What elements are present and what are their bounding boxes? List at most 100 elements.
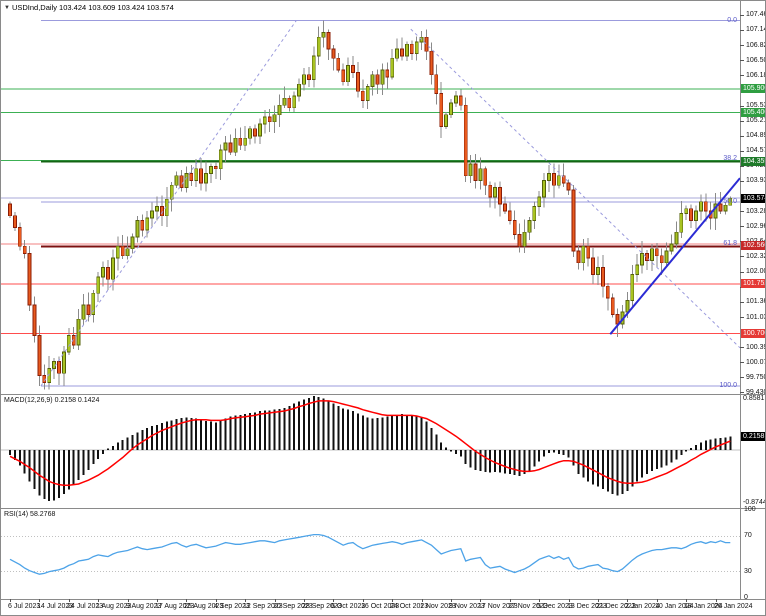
date-tick-mark — [539, 599, 540, 602]
candle-bear — [326, 32, 331, 50]
candle-bear — [566, 182, 571, 191]
date-label: 12 Sep 2023 — [243, 603, 283, 610]
date-tick-mark — [569, 599, 570, 602]
candle-bear — [689, 208, 693, 221]
price-tick-label: 101.035 — [746, 314, 765, 321]
price-tick-mark — [740, 60, 744, 61]
date-label: 21 Dec 2023 — [596, 603, 636, 610]
candle-bear — [498, 187, 502, 205]
candle-bull — [527, 220, 532, 233]
date-label: 18 Jan 2024 — [684, 603, 723, 610]
price-tick-label: 105.215 — [746, 117, 765, 124]
candle-bull — [208, 166, 213, 174]
candle-bear — [385, 69, 390, 78]
date-tick-mark — [598, 599, 599, 602]
candle-bull — [625, 299, 630, 313]
date-label: 28 Sep 2023 — [302, 603, 342, 610]
candle-bull — [556, 175, 561, 186]
candle-bull — [174, 175, 179, 186]
candle-bull — [728, 197, 733, 206]
candle-bear — [703, 201, 708, 212]
price-tick-label: 99.430 — [746, 389, 766, 396]
price-tick-mark — [740, 226, 744, 227]
candle-bear — [238, 137, 243, 146]
candle-bull — [449, 102, 453, 116]
candle-bull — [635, 264, 640, 275]
candle-bear — [375, 74, 380, 85]
candle-bear — [27, 252, 32, 306]
candle-bear — [355, 72, 360, 92]
date-axis[interactable]: 6 Jul 2023 14 Jul 2023 24 Jul 2023 1 Aug 20… — [1, 600, 765, 615]
candle-bear — [591, 257, 595, 275]
fib-percent-label: 61.8 — [723, 240, 737, 247]
candle-bear — [434, 74, 439, 94]
candle-bull — [699, 201, 703, 212]
fib-percent-label: 0.0 — [727, 17, 737, 24]
price-tick-label: 105.535 — [746, 102, 765, 109]
candle-bull — [311, 55, 316, 80]
price-tick-mark — [740, 106, 744, 107]
candle-bear — [561, 175, 566, 184]
candle-bull — [542, 180, 546, 198]
date-tick-mark — [69, 599, 70, 602]
candle-bull — [694, 210, 698, 221]
candle-bull — [640, 252, 644, 266]
price-tick-mark — [740, 166, 744, 167]
date-label: 10 Jan 2024 — [655, 603, 694, 610]
candle-bull — [262, 116, 267, 125]
candle-bull — [257, 123, 262, 137]
candle-bear — [488, 184, 493, 198]
date-label: 1 Aug 2023 — [96, 603, 132, 610]
candle-bear — [306, 74, 311, 80]
candle-bull — [547, 173, 551, 181]
date-label: 13 Dec 2023 — [567, 603, 607, 610]
candle-bear — [400, 48, 404, 57]
candle-bear — [12, 215, 17, 228]
price-level-box: 105.400 — [741, 108, 765, 117]
price-tick-mark — [740, 15, 744, 16]
candle-bull — [223, 142, 228, 151]
candle-bear — [473, 163, 478, 181]
date-tick-mark — [245, 599, 246, 602]
candle-bear — [601, 267, 605, 287]
date-tick-mark — [128, 599, 129, 602]
panel-divider-macd[interactable] — [1, 394, 765, 395]
candle-bear — [22, 245, 27, 254]
macd-max-label: 0.8581 — [743, 395, 765, 402]
candle-bear — [86, 304, 91, 315]
price-tick-mark — [740, 256, 744, 257]
date-tick-mark — [510, 599, 511, 602]
date-label: 17 Nov 2023 — [478, 603, 518, 610]
price-tick-label: 106.500 — [746, 57, 765, 64]
price-tick-label: 104.570 — [746, 147, 765, 154]
date-label: 1 Nov 2023 — [420, 603, 456, 610]
candle-bull — [684, 208, 689, 214]
candle-bull — [444, 114, 449, 127]
macd-value-box: 0.2158 — [741, 432, 765, 441]
ohlc-title: ▼ USDInd,Daily 103.424 103.609 103.424 10… — [4, 3, 174, 12]
panel-divider-rsi[interactable] — [1, 508, 765, 509]
date-label: 26 Jan 2024 — [714, 603, 753, 610]
date-tick-mark — [716, 599, 717, 602]
date-tick-mark — [451, 599, 452, 602]
price-level-box: 103.574 — [741, 194, 765, 203]
candle-bear — [502, 203, 507, 212]
date-label: 24 Oct 2023 — [390, 603, 429, 610]
candle-bear — [463, 104, 468, 177]
date-tick-mark — [686, 599, 687, 602]
candle-bear — [576, 250, 581, 264]
candle-bear — [586, 245, 591, 259]
macd-label: MACD(12,26,9) 0.2158 0.1424 — [4, 397, 100, 404]
price-tick-mark — [740, 45, 744, 46]
candle-bull — [248, 128, 253, 139]
candle-bear — [605, 285, 610, 299]
price-tick-mark — [740, 392, 744, 393]
price-level-box: 104.355 — [741, 157, 765, 166]
date-label: 9 Aug 2023 — [126, 603, 162, 610]
candle-bull — [111, 257, 115, 280]
date-axis-divider — [1, 599, 765, 600]
candle-bull — [125, 248, 130, 257]
candle-bull — [62, 351, 66, 374]
candle-bear — [32, 304, 37, 337]
